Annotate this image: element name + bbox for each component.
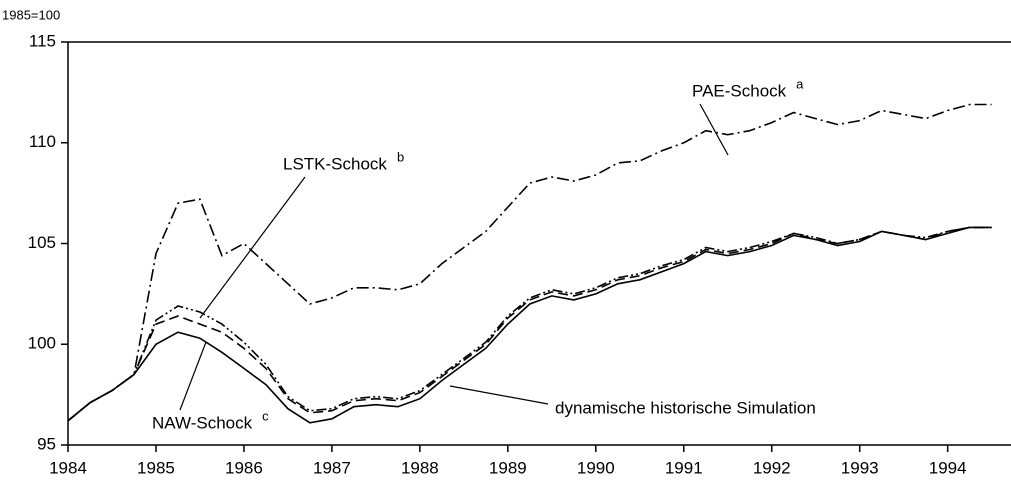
series-label: LSTK-Schock [283,154,387,173]
series-label: NAW-Schock [152,413,253,432]
series-line [67,226,992,424]
leader-line [199,176,306,319]
y-tick-label: 115 [29,31,56,50]
series-line [67,226,992,422]
x-tick-label: 1994 [929,458,967,477]
x-tick-label: 1992 [753,458,791,477]
x-tick-label: 1986 [225,458,263,477]
series-line [67,226,992,422]
y-tick-label: 95 [37,434,56,453]
x-tick-label: 1988 [401,458,439,477]
x-tick-label: 1991 [665,458,703,477]
series-line [67,103,992,422]
series-label: PAE-Schock [692,81,787,100]
y-tick-label: 105 [28,233,56,252]
leader-line [179,341,207,411]
x-tick-label: 1987 [313,458,351,477]
series-label-marker: a [796,76,804,91]
series-label-marker: b [397,149,404,164]
series-label: dynamische historische Simulation [555,398,816,417]
y-axis-label: 1985=100 [2,7,60,22]
leader-line [449,385,549,405]
leader-line [699,103,729,156]
y-tick-label: 100 [28,334,56,353]
x-tick-label: 1984 [49,458,87,477]
y-tick-label: 110 [29,132,56,151]
x-tick-label: 1990 [577,458,615,477]
series-label-marker: c [262,408,269,423]
x-tick-label: 1993 [841,458,879,477]
x-tick-label: 1985 [137,458,175,477]
x-tick-label: 1989 [489,458,527,477]
